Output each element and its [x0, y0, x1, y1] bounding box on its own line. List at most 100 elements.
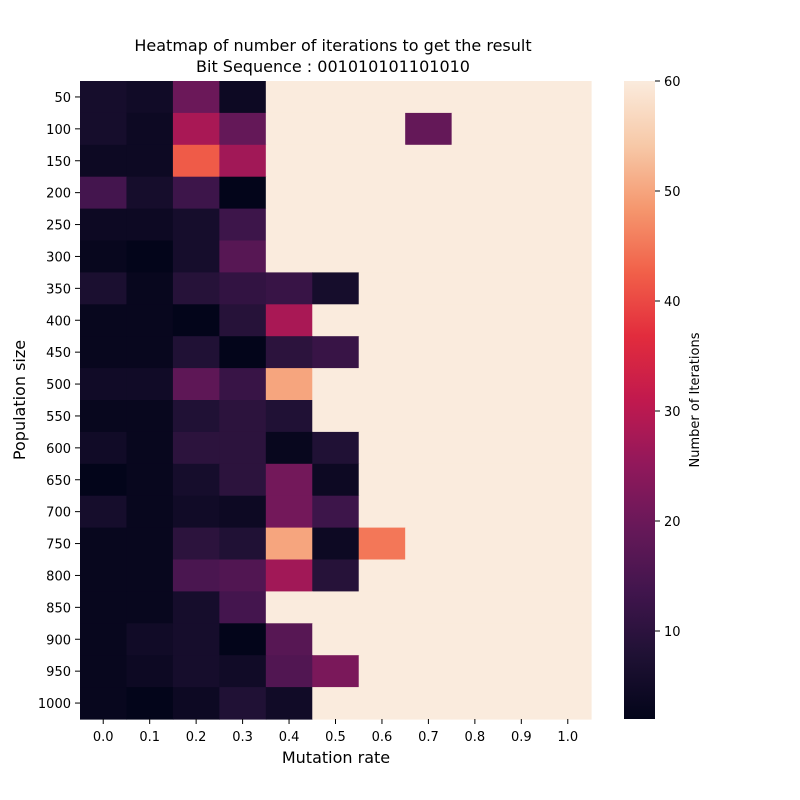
heatmap-cell — [498, 208, 546, 242]
heatmap-cell — [126, 112, 174, 146]
heatmap-cell — [312, 112, 360, 146]
heatmap-cell — [172, 112, 220, 146]
x-tick-label: 0.5 — [325, 730, 346, 745]
heatmap-cell — [219, 591, 267, 624]
heatmap-cell — [172, 655, 220, 688]
heatmap-cell — [544, 559, 592, 592]
heatmap-cell — [172, 463, 220, 497]
heatmap-cell — [312, 400, 360, 433]
heatmap-cell — [312, 304, 360, 337]
y-tick-label: 550 — [46, 410, 71, 425]
heatmap-cell — [126, 431, 174, 465]
heatmap-cell — [265, 400, 313, 433]
colorbar-tick-label: 30 — [664, 405, 681, 420]
x-tick-label: 0.6 — [372, 730, 393, 745]
heatmap-cell — [498, 81, 546, 114]
heatmap-cell — [451, 112, 499, 146]
heatmap-cell — [405, 176, 453, 210]
heatmap-cell — [265, 368, 313, 401]
heatmap-cell — [358, 208, 406, 242]
heatmap-cell — [265, 655, 313, 688]
heatmap-cell — [80, 336, 128, 369]
heatmap-cell — [358, 336, 406, 369]
y-axis-ticks: 50 100 150 200 250 300 350 400 450 500 550 600 650 70… — [38, 91, 80, 712]
heatmap-cell — [219, 623, 267, 656]
x-tick-label: 0.8 — [465, 730, 486, 745]
heatmap-cell — [451, 400, 499, 433]
heatmap-cell — [405, 431, 453, 465]
heatmap-cell — [312, 240, 360, 273]
heatmap-cell — [80, 527, 128, 561]
heatmap-cell — [544, 368, 592, 401]
heatmap-cell — [405, 527, 453, 561]
heatmap-cell — [358, 527, 406, 561]
heatmap-cell — [80, 304, 128, 337]
heatmap-cell — [312, 591, 360, 624]
heatmap-cell — [498, 368, 546, 401]
heatmap-cell — [358, 463, 406, 497]
heatmap-cell — [126, 400, 174, 433]
heatmap-cell — [405, 272, 453, 305]
heatmap-cell — [219, 336, 267, 369]
heatmap-cell — [265, 112, 313, 146]
heatmap-cell — [405, 687, 453, 720]
heatmap-cell — [219, 368, 267, 401]
heatmap-cell — [265, 176, 313, 210]
y-axis-label: Population size — [10, 340, 29, 460]
y-tick-label: 1000 — [38, 697, 71, 712]
y-tick-label: 950 — [46, 665, 71, 680]
heatmap-cell — [358, 176, 406, 210]
heatmap-cell — [544, 304, 592, 337]
colorbar — [624, 81, 655, 719]
y-tick-label: 400 — [46, 314, 71, 329]
heatmap-cell — [544, 240, 592, 273]
heatmap-cell — [451, 527, 499, 561]
heatmap-cell — [80, 368, 128, 401]
heatmap-cell — [219, 304, 267, 337]
colorbar-tick-label: 10 — [664, 625, 681, 640]
heatmap-cell — [80, 208, 128, 242]
heatmap-cell — [405, 144, 453, 178]
heatmap-cell — [172, 144, 220, 178]
heatmap-cell — [265, 463, 313, 497]
heatmap-cell — [451, 655, 499, 688]
heatmap-cell — [451, 463, 499, 497]
heatmap-cell — [544, 527, 592, 561]
heatmap-cell — [358, 240, 406, 273]
heatmap-cell — [358, 495, 406, 529]
colorbar-label: Number of Iterations — [688, 332, 703, 467]
colorbar-tick-label: 60 — [664, 75, 681, 90]
y-tick-label: 600 — [46, 442, 71, 457]
heatmap-cell — [405, 463, 453, 497]
heatmap-cell — [312, 81, 360, 114]
heatmap-cell — [265, 208, 313, 242]
heatmap-cell — [544, 144, 592, 178]
heatmap-cell — [80, 463, 128, 497]
y-tick-label: 200 — [46, 187, 71, 202]
heatmap-cell — [358, 272, 406, 305]
x-tick-label: 0.1 — [139, 730, 160, 745]
heatmap-cell — [219, 495, 267, 529]
heatmap-cell — [498, 623, 546, 656]
heatmap-cell — [451, 431, 499, 465]
heatmap-cell — [80, 112, 128, 146]
heatmap-cell — [358, 81, 406, 114]
heatmap-cell — [172, 527, 220, 561]
heatmap-cell — [126, 687, 174, 720]
heatmap-cell — [219, 176, 267, 210]
heatmap-cell — [219, 400, 267, 433]
heatmap-cell — [405, 336, 453, 369]
heatmap-cell — [172, 81, 220, 114]
colorbar-tick-label: 40 — [664, 295, 681, 310]
heatmap-cell — [405, 495, 453, 529]
heatmap-cell — [544, 272, 592, 305]
heatmap-cell — [498, 495, 546, 529]
heatmap-cell — [405, 559, 453, 592]
heatmap-cell — [265, 687, 313, 720]
heatmap-cell — [358, 655, 406, 688]
heatmap-cell — [498, 240, 546, 273]
y-tick-label: 450 — [46, 346, 71, 361]
heatmap-cell — [219, 240, 267, 273]
heatmap-cell — [312, 176, 360, 210]
heatmap-cell — [265, 144, 313, 178]
